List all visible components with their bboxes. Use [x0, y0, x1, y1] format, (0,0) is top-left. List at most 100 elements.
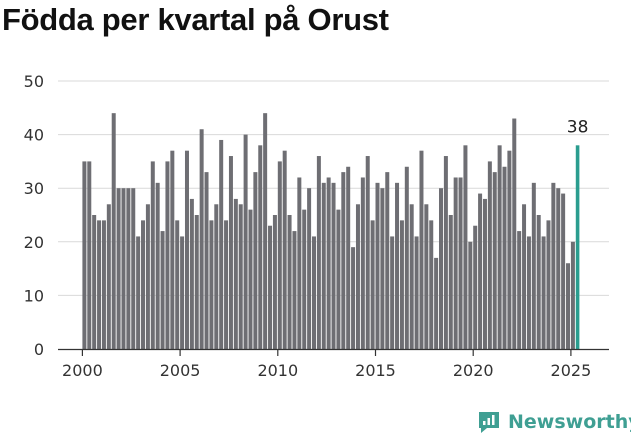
bar	[238, 204, 243, 349]
bar	[311, 236, 316, 349]
bar	[111, 113, 116, 349]
y-tick-label: 30	[24, 179, 44, 198]
bar	[180, 236, 185, 349]
bar	[228, 156, 233, 349]
bar	[116, 188, 121, 349]
bar	[414, 236, 419, 349]
bar	[385, 172, 390, 349]
bar	[341, 172, 346, 349]
bar	[355, 204, 360, 349]
bar	[150, 161, 155, 349]
x-tick-label: 2005	[160, 361, 201, 380]
bar	[360, 177, 365, 349]
bar	[87, 161, 92, 349]
bar	[316, 156, 321, 349]
bar	[253, 172, 258, 349]
bar	[351, 247, 356, 349]
bar	[145, 204, 150, 349]
brand-name: Newsworthy	[508, 411, 631, 433]
bar	[482, 198, 487, 349]
bar	[468, 241, 473, 349]
bar	[101, 220, 106, 349]
bar	[155, 182, 160, 349]
bar	[439, 188, 444, 349]
y-axis-labels: 0 10 20 30 40 50	[24, 72, 44, 359]
bar	[160, 231, 165, 349]
bar	[399, 220, 404, 349]
bar	[409, 204, 414, 349]
bar	[277, 161, 282, 349]
bar	[473, 225, 478, 349]
bar	[141, 220, 146, 349]
bar	[170, 150, 175, 349]
bar	[209, 220, 214, 349]
newsworthy-logo-icon	[479, 412, 499, 433]
x-tick-label: 2000	[62, 361, 103, 380]
bar	[546, 220, 551, 349]
bar	[263, 113, 268, 349]
bar	[282, 150, 287, 349]
bar	[214, 204, 219, 349]
bar	[97, 220, 102, 349]
bar	[375, 182, 380, 349]
bar	[570, 241, 575, 349]
bar	[458, 177, 463, 349]
bar	[502, 166, 507, 349]
bar	[243, 134, 248, 349]
bar	[194, 215, 199, 349]
bar	[307, 188, 312, 349]
bar	[517, 231, 522, 349]
bar	[224, 220, 229, 349]
bar	[487, 161, 492, 349]
bar	[522, 204, 527, 349]
bar	[165, 161, 170, 349]
bar	[561, 193, 566, 349]
bar	[82, 161, 87, 349]
bar	[556, 188, 561, 349]
bar	[326, 177, 331, 349]
bar	[424, 204, 429, 349]
bar	[429, 220, 434, 349]
last-value-label: 38	[567, 117, 589, 137]
bar	[204, 172, 209, 349]
newsworthy-brand[interactable]: Newsworthy	[476, 407, 631, 437]
bar	[453, 177, 458, 349]
bar	[497, 145, 502, 349]
bar	[512, 118, 517, 350]
bar	[175, 220, 180, 349]
bar	[419, 150, 424, 349]
bar	[390, 236, 395, 349]
y-tick-label: 10	[24, 286, 44, 305]
bar	[184, 150, 189, 349]
bar	[121, 188, 126, 349]
chart-title: Födda per kvartal på Orust	[2, 2, 389, 37]
bar	[297, 177, 302, 349]
bar	[507, 150, 512, 349]
bar	[336, 209, 341, 349]
bar	[233, 198, 238, 349]
x-tick-label: 2010	[257, 361, 298, 380]
bar	[395, 182, 400, 349]
bar	[380, 188, 385, 349]
bar	[531, 182, 536, 349]
bar	[541, 236, 546, 349]
bar	[526, 236, 531, 349]
y-tick-label: 40	[24, 126, 44, 145]
bar	[404, 166, 409, 349]
bar	[272, 215, 277, 349]
bar	[136, 236, 141, 349]
bar	[219, 139, 224, 349]
bar	[478, 193, 483, 349]
bar	[321, 182, 326, 349]
bar	[492, 172, 497, 349]
bar	[199, 129, 204, 349]
bar	[302, 209, 307, 349]
x-tick-label: 2020	[453, 361, 494, 380]
bar	[448, 215, 453, 349]
x-tick-label: 2025	[551, 361, 592, 380]
bar	[331, 182, 336, 349]
bar	[268, 225, 273, 349]
bar	[248, 209, 253, 349]
bar	[126, 188, 131, 349]
